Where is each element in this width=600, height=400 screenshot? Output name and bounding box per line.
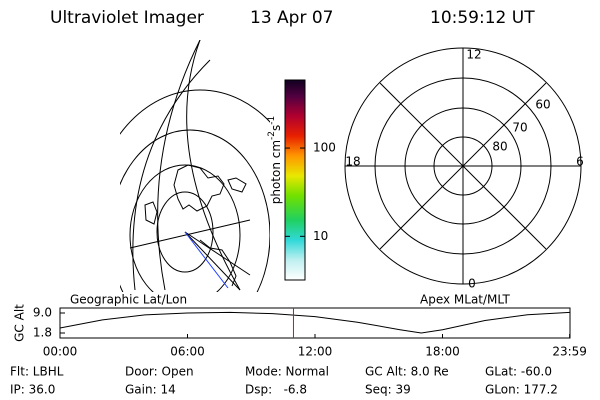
y-tick-label: 1.8 <box>33 326 52 340</box>
plot-frame <box>59 307 571 339</box>
geo-map <box>120 40 270 292</box>
title: Ultraviolet Imager <box>50 8 204 28</box>
alt-line <box>59 311 571 334</box>
status-field: Seq: 39 <box>365 383 411 397</box>
status-field: Flt: LBHL <box>10 365 64 379</box>
mlt-label: 18 <box>345 155 360 169</box>
time: 10:59:12 UT <box>430 8 535 28</box>
exp: -1 <box>267 116 277 125</box>
x-tick-label: 18:00 <box>425 345 460 359</box>
colorbar <box>284 79 306 281</box>
x-tick-label: 23:59 <box>552 345 587 359</box>
mlt-label: 0 <box>468 277 476 291</box>
y-label: GC Alt <box>13 304 27 342</box>
tick-label: 10 <box>313 229 328 243</box>
y-tick-label: 9.0 <box>33 306 52 320</box>
x-tick-label: 00:00 <box>43 345 78 359</box>
mlt-label: 12 <box>466 48 481 62</box>
mlt-label: 6 <box>576 155 584 169</box>
status-field: GC Alt: 8.0 Re <box>365 365 449 379</box>
date: 13 Apr 07 <box>250 8 333 28</box>
status-field: IP: 36.0 <box>10 383 55 397</box>
status-field: Mode: Normal <box>245 365 329 379</box>
x-tick-label: 12:00 <box>298 345 333 359</box>
lat-label: 70 <box>512 121 527 135</box>
x-tick-label: 06:00 <box>170 345 205 359</box>
status-field: Door: Open <box>125 365 194 379</box>
lat-label: 60 <box>535 98 550 112</box>
polar-label: Apex MLat/MLT <box>420 293 510 307</box>
exp: -2 <box>267 131 277 140</box>
colorbar-label: photon cm-2s-1 <box>267 116 283 205</box>
status-field: GLon: 177.2 <box>485 383 558 397</box>
polar-grid <box>344 47 582 285</box>
unit: s <box>269 125 283 131</box>
status-field: Dsp: -6.8 <box>245 383 307 397</box>
lat-label: 80 <box>492 140 507 154</box>
status-field: Gain: 14 <box>125 383 176 397</box>
unit: photon cm <box>269 140 283 204</box>
map-label: Geographic Lat/Lon <box>70 293 187 307</box>
status-field: GLat: -60.0 <box>485 365 552 379</box>
tick-label: 100 <box>313 141 336 155</box>
